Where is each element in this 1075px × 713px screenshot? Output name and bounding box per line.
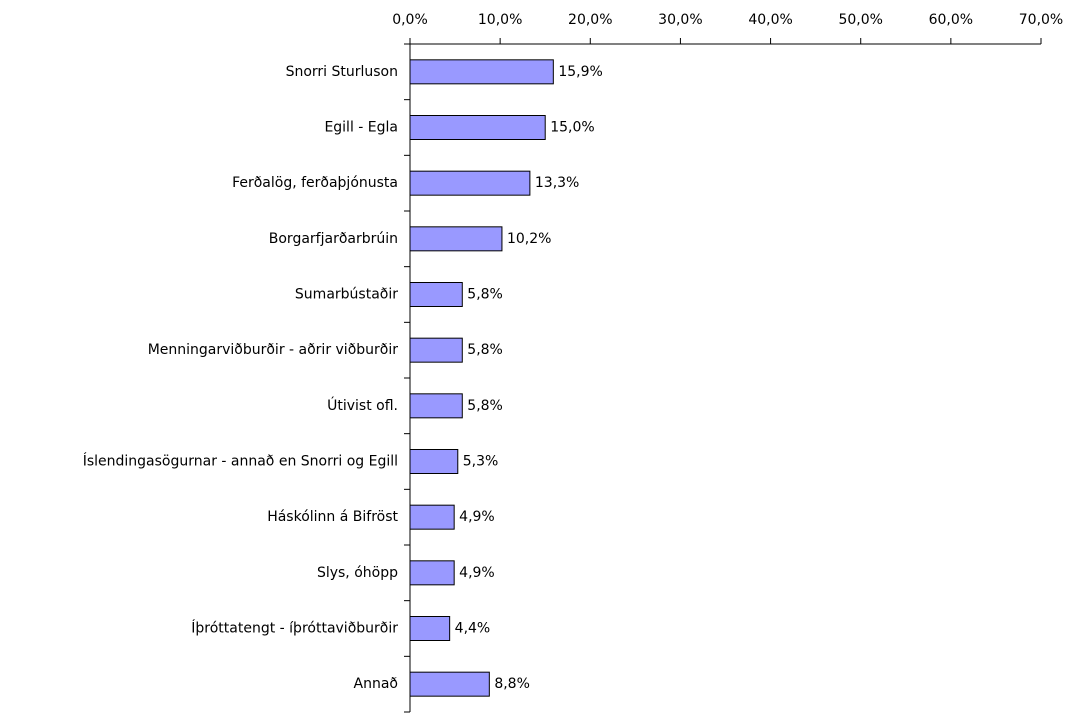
- y-tick-label: Menningarviðburðir - aðrir viðburðir: [148, 342, 399, 358]
- value-label: 5,8%: [467, 287, 503, 303]
- bar: [409, 282, 463, 307]
- value-label: 15,0%: [550, 120, 594, 136]
- bar: [409, 504, 455, 530]
- y-tick-label: Annað: [354, 676, 398, 692]
- y-tick-label: Ferðalög, ferðaþjónusta: [232, 175, 398, 191]
- x-tick-label: 30,0%: [658, 12, 702, 28]
- value-label: 13,3%: [535, 175, 579, 191]
- value-label: 5,3%: [463, 454, 499, 470]
- bar: [409, 671, 490, 697]
- value-label: 5,8%: [467, 342, 503, 358]
- x-tick-label: 40,0%: [748, 12, 792, 28]
- value-label: 15,9%: [558, 64, 602, 80]
- y-tick-label: Íslendingasögurnar - annað en Snorri og …: [83, 453, 398, 470]
- y-tick-label: Sumarbústaðir: [295, 287, 398, 303]
- bar: [409, 337, 463, 363]
- value-label: 4,4%: [455, 621, 491, 637]
- bar: [409, 59, 554, 85]
- bar: [409, 616, 451, 641]
- y-tick-label: Borgarfjarðarbrúin: [269, 231, 398, 247]
- value-label: 5,8%: [467, 398, 503, 414]
- value-label: 4,9%: [459, 565, 495, 581]
- value-label: 10,2%: [507, 231, 551, 247]
- bar: [409, 115, 546, 140]
- y-tick-label: Íþróttatengt - íþróttaviðburðir: [191, 620, 398, 637]
- y-tick-label: Útivist ofl.: [327, 396, 398, 414]
- x-tick-label: 10,0%: [478, 12, 522, 28]
- bar: [409, 449, 459, 474]
- bar: [409, 226, 503, 252]
- x-tick-label: 60,0%: [929, 12, 973, 28]
- y-tick-label: Egill - Egla: [324, 120, 398, 136]
- x-tick-label: 0,0%: [392, 12, 428, 28]
- bar: [409, 393, 463, 419]
- y-tick-label: Slys, óhöpp: [317, 565, 398, 581]
- y-tick-label: Háskólinn á Bifröst: [267, 509, 398, 525]
- value-label: 8,8%: [494, 676, 530, 692]
- y-tick-label: Snorri Sturluson: [286, 64, 398, 80]
- value-label: 4,9%: [459, 509, 495, 525]
- x-tick-label: 50,0%: [838, 12, 882, 28]
- bar: [409, 170, 531, 196]
- x-tick-label: 20,0%: [568, 12, 612, 28]
- bar: [409, 560, 455, 586]
- x-tick-label: 70,0%: [1019, 12, 1063, 28]
